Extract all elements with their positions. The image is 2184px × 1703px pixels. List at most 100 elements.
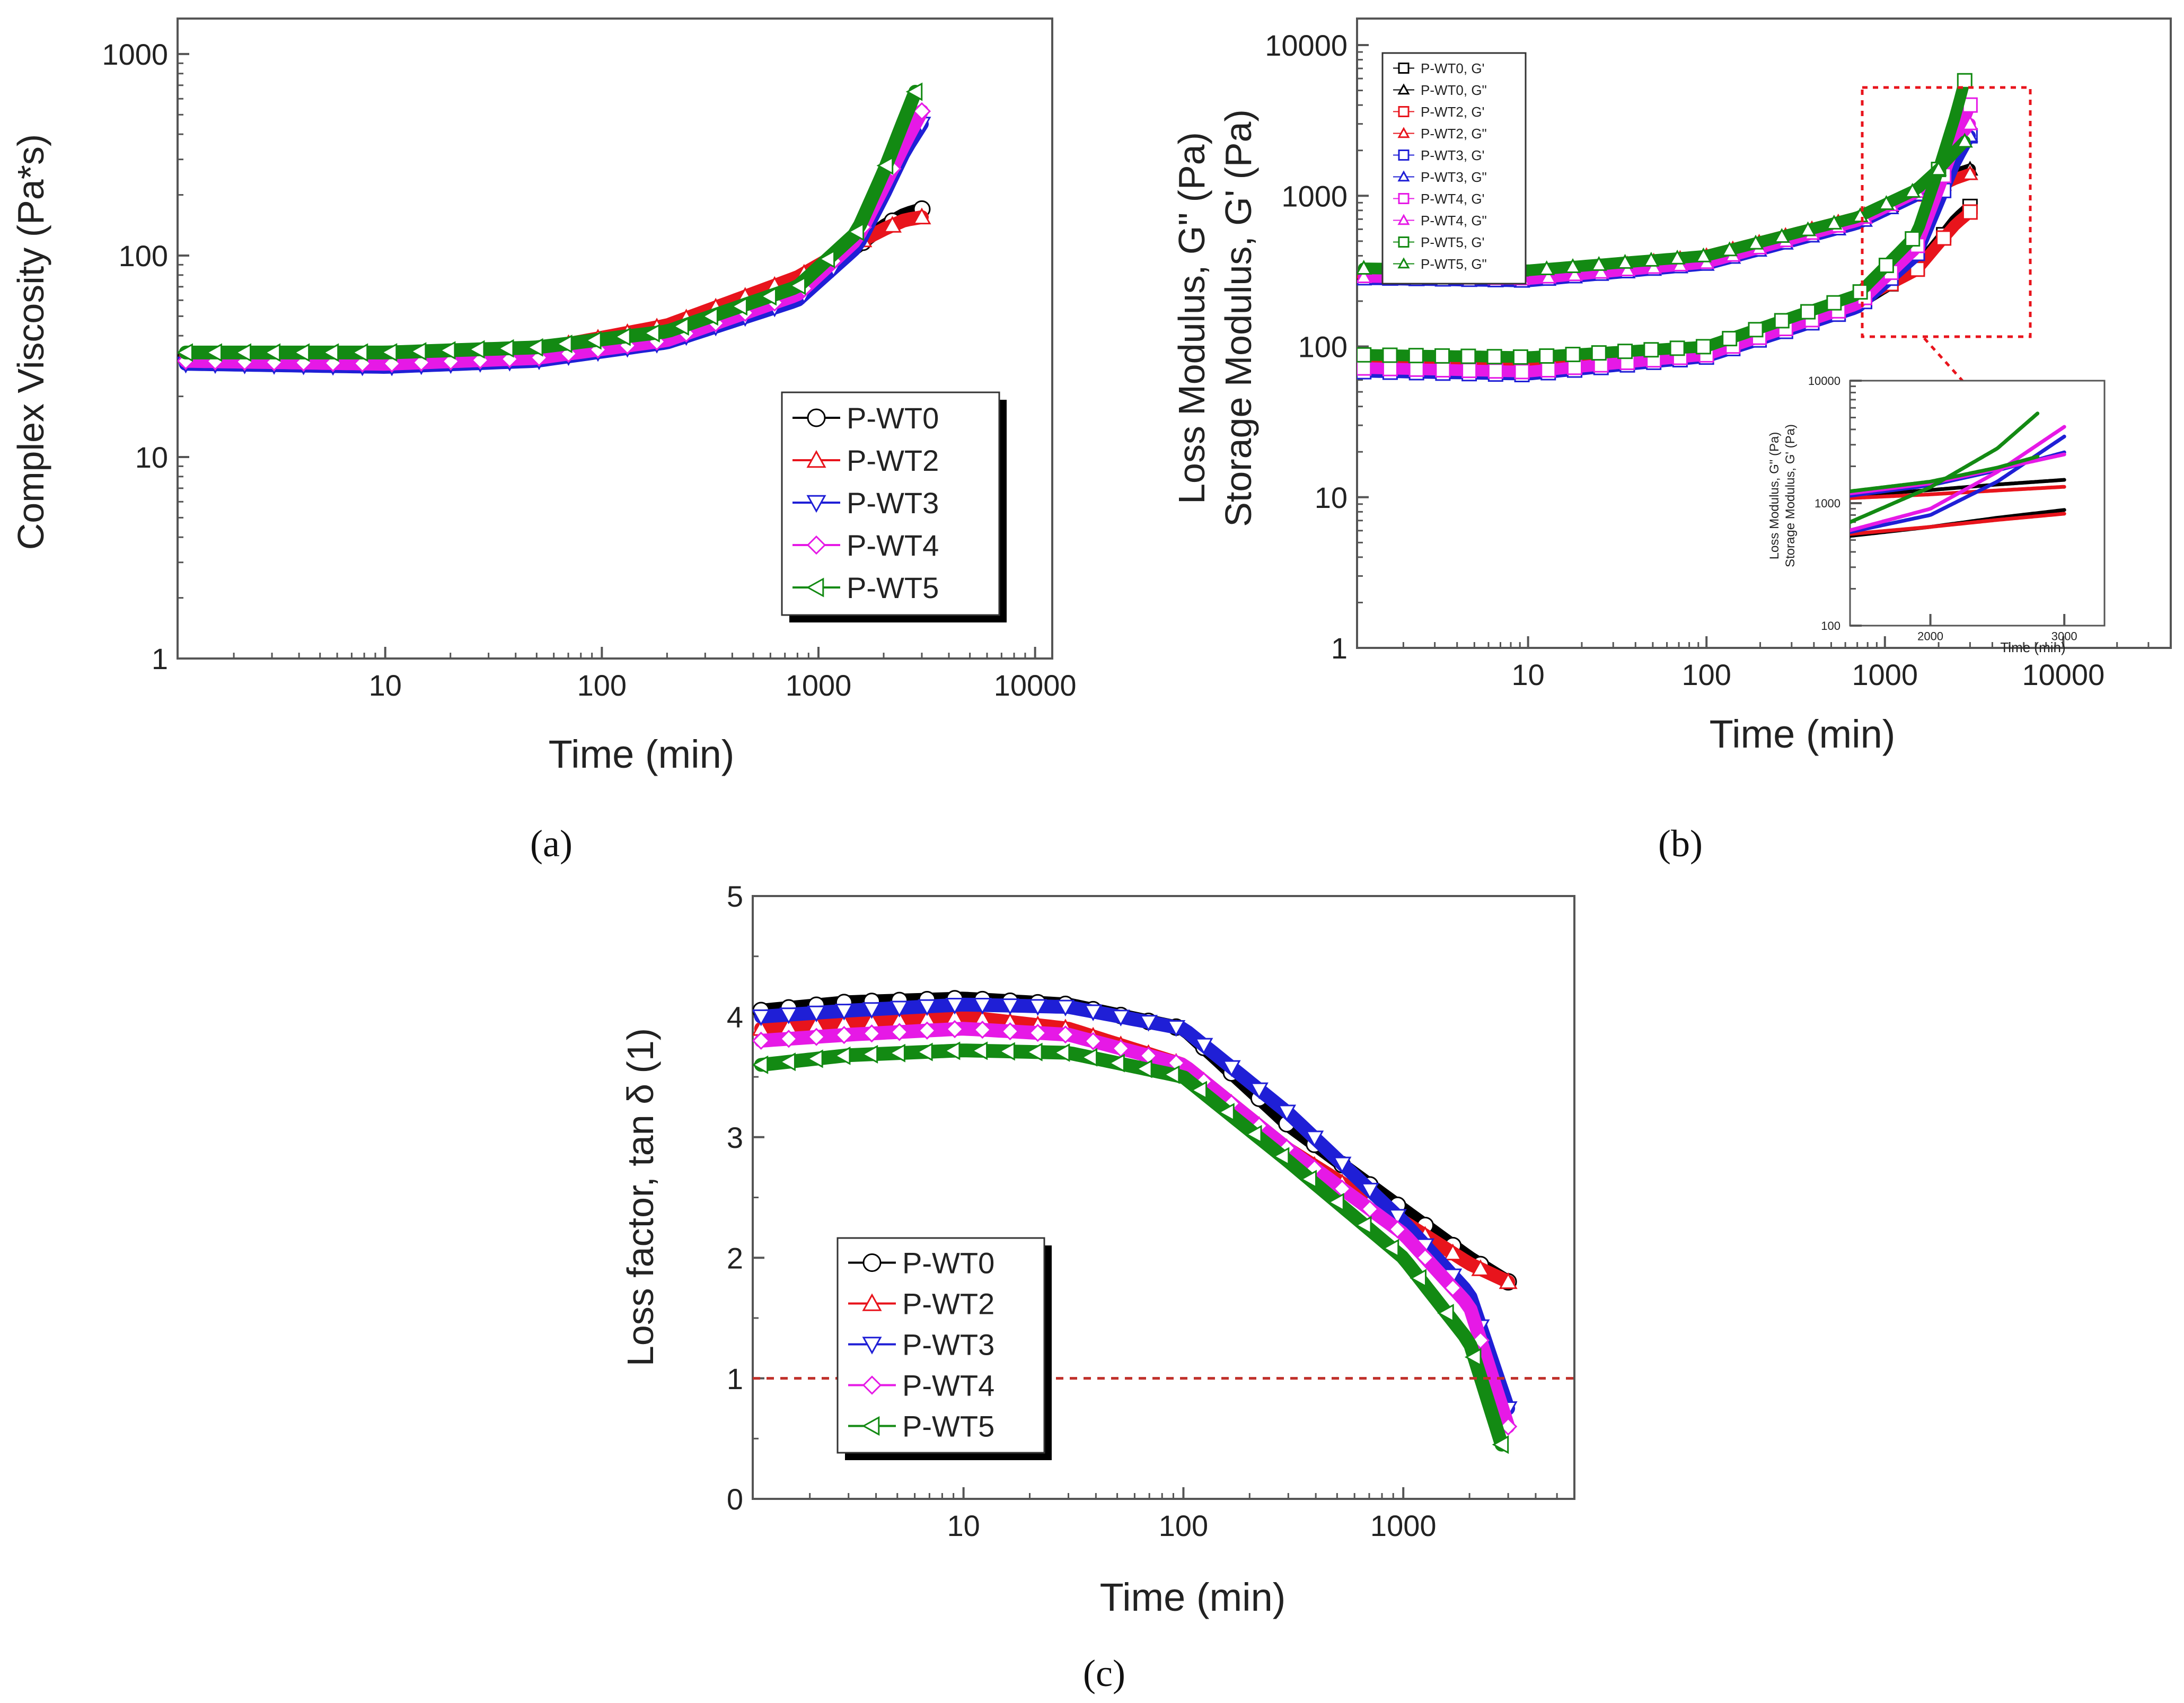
panel-b-series-p-wt5-g-gp-marker (1695, 339, 1711, 355)
panel-b-series-p-wt4-g-gp-marker (1382, 361, 1398, 376)
panel-c-series-p-wt3-marker (862, 1002, 882, 1019)
panel-c-series-p-wt5-marker (1218, 1103, 1235, 1122)
panel-a-ytick-label: 1000 (102, 38, 168, 71)
inset-ytick-label: 100 (1821, 619, 1840, 633)
panel-b-series-p-wt5-g-gpp-marker (1669, 249, 1686, 265)
panel-b-ticks: 10 100 1000 10000 1 10 100 1000 10000 (1265, 29, 2172, 691)
panel-a-series-p-wt5-marker (614, 327, 631, 346)
panel-c-legend-label: P-WT5 (902, 1410, 994, 1443)
panel-b-series-p-wt5-g-gp-marker (1774, 313, 1790, 329)
panel-c-series-p-wt3-marker (1194, 1038, 1213, 1055)
panel-b-series-p-wt5-g-gpp-marker (1357, 260, 1372, 275)
panel-a-series-p-wt5-marker (526, 338, 543, 357)
panel-a-series-p-wt5-marker (905, 82, 923, 101)
panel-c-legend-label: P-WT3 (902, 1328, 994, 1362)
panel-c-series-p-wt3-marker (1028, 999, 1047, 1016)
panel-b-series-p-wt4-g-gp-marker (1514, 364, 1530, 380)
panel-c-legend: P-WT0 P-WT2 P-WT3 P-WT4 P-WT5 (836, 1237, 1052, 1460)
panel-a-legend-label: P-WT3 (847, 486, 939, 520)
panel-b-series-p-wt5-g-gpp-marker (1590, 256, 1607, 271)
inset-series-p-wt4-g-gp-line (1850, 425, 2066, 532)
panel-b-series-p-wt5-g-gp-marker (1643, 342, 1659, 358)
panel-c-series-p-wt5-marker (753, 1055, 769, 1074)
panel-c-series-p-wt5-marker (1245, 1125, 1262, 1144)
panel-b-series-p-wt5-g-gp-marker (1460, 348, 1476, 364)
panel-b-series-p-wt5-g-gpp-marker (1852, 207, 1869, 223)
panel-a-series-p-wt5-marker (438, 341, 456, 360)
panel-b-series-p-wt5-g-gpp-marker (1800, 221, 1817, 236)
panel-a-legend-label: P-WT5 (847, 571, 939, 604)
panel-b-series-p-wt4-g-gpp-marker (1645, 259, 1662, 274)
panel-b-series-p-wt4-g-gpp-marker (1619, 261, 1636, 277)
panel-a-ytick-label: 1 (152, 642, 168, 675)
panel-b-legend-marker (1397, 214, 1410, 225)
panel-c-series-p-wt4-marker (753, 1031, 770, 1050)
panel-b-series-p-wt4-g-gpp-marker (1566, 266, 1583, 282)
inset-series-p-wt5-g-gpp-line (1850, 454, 2040, 494)
panel-c-series-p-wt3-line (754, 997, 1516, 1416)
panel-c-ytick-label: 2 (727, 1241, 743, 1275)
panel-b-legend: P-WT0, G' P-WT0, G" P-WT2, G' P-WT2, G" P-WT… (1381, 52, 1527, 285)
panel-b-ytick-label: 1000 (1281, 179, 1348, 213)
panel-b-series-p-wt5-g-gpp-marker (1956, 133, 1973, 148)
panel-b-series-p-wt5-g-gpp-marker (1538, 260, 1555, 275)
panel-c-legend-marker (862, 1253, 882, 1272)
panel-b-series-p-wt4-g-gp-marker (1461, 363, 1477, 379)
panel-b-legend-marker (1398, 106, 1410, 117)
panel-a-series-p-wt5-marker (178, 343, 193, 362)
panel-b-xlabel: Time (min) (1710, 712, 1896, 756)
panel-b-ylabel-storage: Storage Modulus, G' (Pa) (1218, 109, 1259, 527)
panel-c-series-p-wt5-marker (888, 1043, 905, 1063)
panel-c-series-p-wt4-marker (973, 1021, 992, 1039)
panel-c-ticks: 10 100 1000 0 1 2 3 4 5 (727, 880, 1575, 1542)
panel-a-series (178, 82, 931, 376)
panel-c-series-p-wt3-marker (779, 1007, 798, 1024)
panel-b-legend-label: P-WT4, G' (1421, 191, 1485, 207)
panel-c-series-p-wt5-marker (1464, 1348, 1482, 1367)
inset-chart: 2000 3000 100 1000 10000 Time (min) Loss Mod… (1767, 374, 2106, 655)
panel-c-series-p-wt4-marker (1416, 1248, 1434, 1267)
panel-c-series-p-wt4-marker (945, 1020, 964, 1039)
panel-c-xtick-label: 1000 (1370, 1509, 1437, 1542)
panel-a-legend-marker (806, 577, 824, 598)
panel-c-series-p-wt5-marker (1272, 1147, 1290, 1166)
panel-a-series-p-wt5-marker (643, 323, 660, 343)
panel-b-ytick-label: 100 (1298, 330, 1348, 364)
panel-c-series-p-wt3-marker (918, 999, 937, 1016)
panel-b-legend-label: P-WT4, G" (1421, 213, 1487, 229)
panel-b-legend-marker (1397, 170, 1410, 182)
panel-a-series-p-wt5-marker (876, 156, 894, 175)
panel-b-series-p-wt2-g-gpp-marker (1961, 165, 1978, 180)
panel-c-legend-marker (862, 1375, 882, 1395)
panel-c-ytick-label: 3 (727, 1121, 743, 1154)
panel-c-legend-label: P-WT0 (902, 1246, 994, 1280)
panel-c-series-p-wt5-marker (1354, 1216, 1372, 1235)
panel-c: 10 100 1000 0 1 2 3 4 5 Time (min) Loss factor, … (620, 880, 1575, 1695)
panel-a-series-p-wt5-marker (760, 287, 777, 306)
panel-a-legend-label: P-WT0 (847, 401, 939, 435)
panel-a: 10 100 1000 10000 1 10 100 1000 Time (min) Comp… (10, 17, 1077, 865)
panel-c-series-p-wt2-marker (1499, 1272, 1518, 1289)
panel-c-xtick-label: 10 (947, 1509, 980, 1542)
panel-b-legend-label: P-WT5, G" (1421, 256, 1487, 272)
panel-c-series-p-wt5-marker (1492, 1435, 1509, 1454)
panel-a-legend: P-WT0 P-WT2 P-WT3 P-WT4 P-WT5 (781, 391, 1007, 622)
panel-a-series-p-wt5-marker (409, 342, 427, 361)
panel-b-series-p-wt4-g-gp-marker (1487, 363, 1503, 379)
zoom-region-box (1861, 86, 2032, 338)
panel-b-series-p-wt5-g-gp-marker (1957, 73, 1972, 89)
panel-c-series-p-wt5-marker (861, 1044, 878, 1064)
panel-a-series-p-wt5 (178, 82, 923, 362)
panel-c-series-p-wt4-marker (918, 1021, 937, 1040)
panel-a-series-p-wt5-marker (672, 317, 689, 336)
panel-b-series-p-wt5-g-gp-marker (1878, 258, 1894, 274)
panel-b-series-p-wt5-g-gpp-marker (1695, 247, 1712, 262)
panel-c-series-p-wt4 (753, 1020, 1518, 1436)
panel-c-series-p-wt4-marker (862, 1024, 881, 1043)
panel-b-xtick-label: 10000 (2022, 658, 2104, 691)
panel-b-series-p-wt4-g-gpp-marker (1540, 268, 1557, 284)
panel-c-series-p-wt3-marker (753, 1009, 771, 1026)
panel-a-legend-marker (806, 450, 826, 468)
panel-b-xtick-label: 100 (1681, 658, 1731, 691)
panel-b-series-p-wt5-g-gp-marker (1617, 344, 1633, 359)
